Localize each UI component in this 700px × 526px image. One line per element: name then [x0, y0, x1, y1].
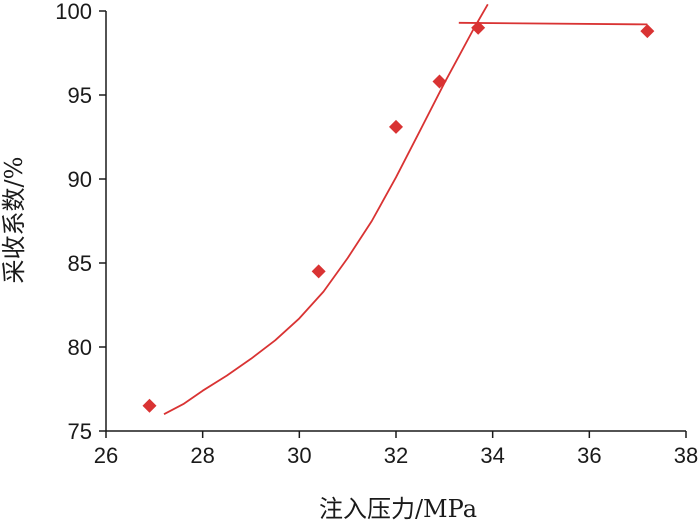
- x-tick-label: 32: [384, 443, 408, 468]
- data-point-diamond: [389, 119, 403, 134]
- x-tick-label: 28: [190, 443, 214, 468]
- y-axis-title: 采收系数/%: [0, 157, 28, 284]
- data-points: [142, 20, 655, 413]
- tick-marks: [99, 10, 687, 438]
- y-tick-labels: 75 80 85 90 95 100: [55, 0, 92, 444]
- x-tick-labels: 26 28 30 32 34 36 38: [94, 443, 698, 468]
- y-tick-label: 100: [55, 0, 92, 24]
- y-tick-label: 80: [68, 335, 92, 360]
- y-tick-label: 90: [68, 167, 92, 192]
- data-point-diamond: [142, 398, 157, 413]
- data-point-diamond: [640, 24, 655, 39]
- y-tick-label: 85: [68, 251, 92, 276]
- data-point-diamond: [432, 74, 447, 89]
- x-tick-label: 30: [287, 443, 311, 468]
- x-tick-label: 34: [480, 443, 504, 468]
- fit-lines: [163, 3, 648, 415]
- data-point-diamond: [311, 264, 326, 279]
- x-tick-label: 26: [94, 443, 118, 468]
- y-tick-label: 95: [68, 83, 92, 108]
- fit-curve-line: [163, 3, 489, 415]
- plateau-line: [458, 21, 648, 26]
- axes: [105, 11, 686, 432]
- x-tick-label: 38: [674, 443, 698, 468]
- y-tick-label: 75: [68, 419, 92, 444]
- x-tick-label: 36: [577, 443, 601, 468]
- data-point-diamond: [471, 20, 486, 35]
- x-axis-title: 注入压力/MPa: [319, 495, 477, 523]
